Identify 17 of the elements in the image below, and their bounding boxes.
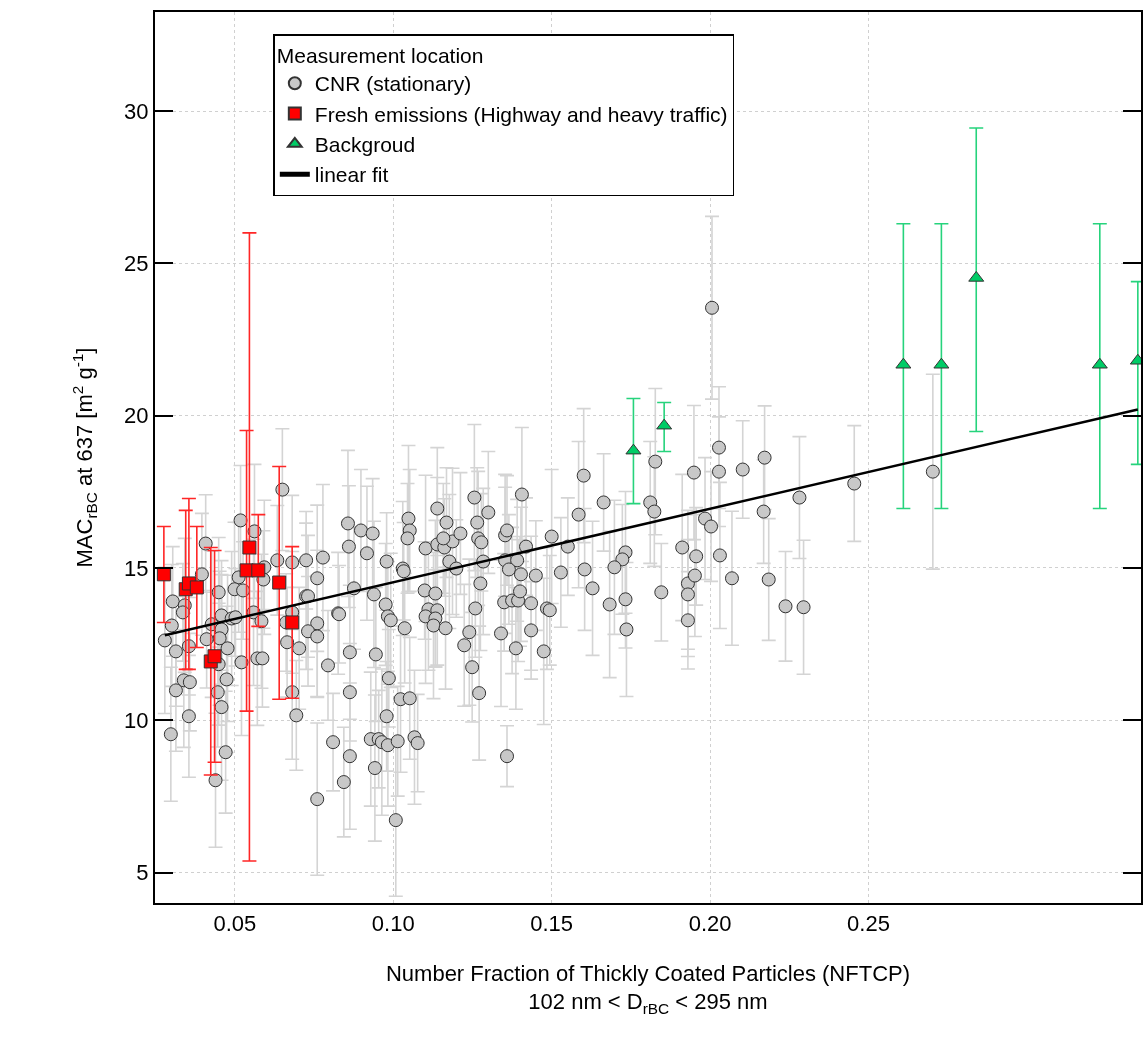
y-tick-label: 25: [124, 251, 149, 277]
legend-title: Measurement location: [276, 44, 484, 68]
y-tick-label: 30: [124, 98, 149, 124]
y-tick-label: 15: [124, 555, 149, 581]
legend-label: Backgroud: [314, 133, 416, 157]
legend-label: linear fit: [314, 163, 389, 187]
x-tick-label: 0.15: [530, 911, 574, 937]
y-tick-label: 5: [136, 860, 149, 886]
x-tick-label: 0.25: [847, 911, 890, 937]
x-tick-label: 0.10: [371, 911, 415, 937]
y-tick-label: 20: [124, 403, 149, 429]
legend-label: Fresh emissions (Highway and heavy traffic): [314, 102, 728, 126]
x-axis-title: Number Fraction of Thickly Coated Particles (NFTCP) 102 nm < D$_{rBC}$ < 295 nm: [385, 960, 911, 1018]
y-tick-label: 10: [124, 707, 149, 733]
x-tick-label: 0.20: [688, 911, 732, 937]
legend-label: CNR (stationary): [314, 72, 472, 96]
x-tick-label: 0.05: [213, 911, 257, 937]
